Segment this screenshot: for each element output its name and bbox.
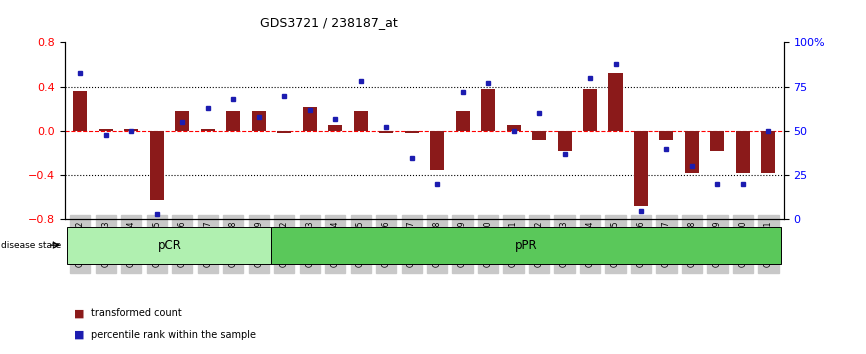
Bar bbox=[736, 131, 750, 173]
Text: ■: ■ bbox=[74, 308, 84, 318]
Bar bbox=[150, 131, 164, 200]
Bar bbox=[481, 89, 495, 131]
Bar bbox=[558, 131, 572, 151]
Bar bbox=[456, 111, 469, 131]
Bar bbox=[277, 131, 291, 133]
Text: transformed count: transformed count bbox=[91, 308, 182, 318]
Bar bbox=[226, 111, 240, 131]
Text: percentile rank within the sample: percentile rank within the sample bbox=[91, 330, 256, 339]
Bar bbox=[710, 131, 725, 151]
Bar bbox=[74, 91, 87, 131]
Bar bbox=[328, 125, 342, 131]
Bar bbox=[609, 74, 623, 131]
Bar bbox=[379, 131, 393, 133]
Bar bbox=[252, 111, 266, 131]
Bar bbox=[761, 131, 775, 173]
Bar bbox=[430, 131, 444, 170]
Bar bbox=[634, 131, 648, 206]
Text: disease state: disease state bbox=[1, 241, 61, 250]
Bar bbox=[532, 131, 546, 140]
Bar bbox=[583, 89, 597, 131]
Text: ■: ■ bbox=[74, 330, 84, 339]
Bar bbox=[660, 131, 674, 140]
Bar bbox=[302, 107, 317, 131]
Bar bbox=[404, 131, 418, 133]
Text: pCR: pCR bbox=[158, 239, 181, 252]
Bar bbox=[353, 111, 368, 131]
Bar bbox=[124, 129, 139, 131]
Bar bbox=[685, 131, 699, 173]
Bar bbox=[99, 129, 113, 131]
Text: pPR: pPR bbox=[515, 239, 538, 252]
Text: GDS3721 / 238187_at: GDS3721 / 238187_at bbox=[260, 16, 398, 29]
Bar bbox=[507, 125, 520, 131]
Bar bbox=[175, 111, 189, 131]
Bar bbox=[201, 129, 215, 131]
